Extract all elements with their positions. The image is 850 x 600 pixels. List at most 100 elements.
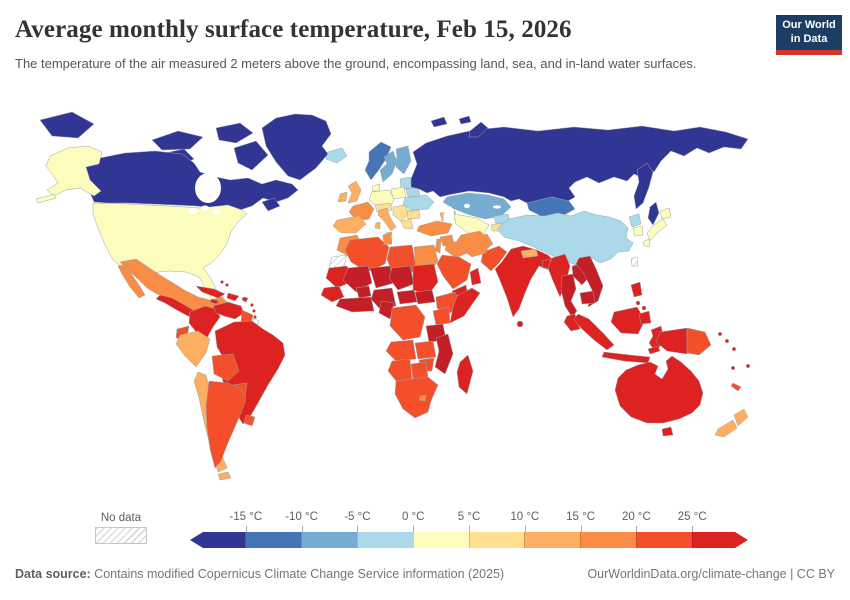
- country-ukraine[interactable]: [402, 194, 435, 211]
- legend-bin-7[interactable]: [580, 532, 636, 548]
- country-russia[interactable]: [410, 125, 749, 204]
- country-uruguay[interactable]: [243, 414, 256, 427]
- country-canada-arctic-islands[interactable]: [151, 130, 204, 151]
- country-madagascar[interactable]: [456, 354, 474, 395]
- country-borneo[interactable]: [610, 306, 646, 335]
- country-baja-california[interactable]: [117, 264, 146, 299]
- country-iberia[interactable]: [332, 215, 367, 234]
- country-new-zealand[interactable]: [714, 419, 738, 438]
- country-mongolia[interactable]: [526, 196, 576, 218]
- country-iceland[interactable]: [325, 147, 348, 164]
- country-solomon-islands[interactable]: [731, 346, 737, 352]
- country-burkina-faso[interactable]: [355, 285, 372, 299]
- country-cuba[interactable]: [195, 285, 226, 299]
- country-balkans[interactable]: [392, 204, 410, 222]
- country-senegal[interactable]: [320, 285, 345, 303]
- country-japan[interactable]: [659, 207, 672, 220]
- country-venezuela[interactable]: [212, 301, 245, 320]
- country-greenland[interactable]: [261, 113, 332, 181]
- country-france[interactable]: [348, 201, 375, 222]
- country-nepal[interactable]: [520, 248, 539, 259]
- country-lesser-antilles[interactable]: [253, 315, 257, 319]
- country-south-africa[interactable]: [394, 376, 439, 419]
- country-lesser-antilles[interactable]: [250, 303, 254, 307]
- country-philippines[interactable]: [635, 300, 641, 306]
- country-newfoundland[interactable]: [261, 197, 281, 212]
- country-canada[interactable]: [79, 150, 299, 211]
- country-iran[interactable]: [456, 230, 491, 258]
- country-zambia[interactable]: [414, 340, 437, 360]
- country-sakhalin[interactable]: [647, 201, 660, 226]
- country-lesser-antilles[interactable]: [252, 309, 256, 313]
- country-tierra-del-fuego[interactable]: [217, 471, 232, 481]
- country-norway[interactable]: [364, 141, 392, 181]
- owid-logo[interactable]: Our World in Data: [776, 15, 842, 55]
- legend-bin-6[interactable]: [524, 532, 580, 548]
- country-sweden[interactable]: [379, 150, 398, 183]
- country-sri-lanka[interactable]: [516, 320, 524, 328]
- country-vietnam[interactable]: [575, 255, 604, 308]
- country-north-korea[interactable]: [628, 213, 642, 228]
- country-timor[interactable]: [647, 345, 661, 355]
- country-cambodia[interactable]: [579, 290, 596, 305]
- country-bahamas[interactable]: [225, 283, 229, 287]
- no-data-swatch[interactable]: [95, 527, 147, 544]
- country-cameroon-gabon[interactable]: [378, 300, 395, 320]
- country-italy[interactable]: [377, 207, 397, 232]
- country-kenya[interactable]: [432, 306, 451, 326]
- country-canada-arctic-islands[interactable]: [215, 122, 254, 144]
- country-alaska[interactable]: [45, 145, 103, 197]
- country-peru[interactable]: [175, 330, 211, 368]
- country-angola[interactable]: [385, 339, 417, 362]
- country-solomon-islands[interactable]: [724, 338, 730, 344]
- country-pakistan[interactable]: [480, 245, 508, 272]
- country-finland[interactable]: [395, 145, 412, 175]
- country-new-guinea-west[interactable]: [655, 327, 688, 355]
- owid-link[interactable]: OurWorldinData.org/climate-change | CC B…: [587, 567, 835, 581]
- country-aleutian-islands[interactable]: [35, 193, 57, 204]
- country-vanuatu[interactable]: [730, 365, 736, 371]
- country-south-sudan[interactable]: [414, 289, 436, 305]
- country-java[interactable]: [601, 351, 651, 364]
- country-ireland[interactable]: [337, 191, 348, 203]
- country-tunisia[interactable]: [382, 232, 393, 246]
- country-bulgaria[interactable]: [406, 209, 421, 220]
- legend-bin-1[interactable]: [245, 532, 301, 548]
- legend-bin-5[interactable]: [469, 532, 525, 548]
- country-chad[interactable]: [388, 265, 415, 291]
- country-denmark[interactable]: [371, 183, 381, 192]
- country-solomon-islands[interactable]: [717, 331, 723, 337]
- country-jamaica[interactable]: [209, 298, 220, 305]
- colorbar[interactable]: [190, 532, 748, 548]
- country-uk[interactable]: [347, 180, 362, 204]
- country-bahamas[interactable]: [220, 280, 224, 284]
- country-gulf-of-guinea-coast[interactable]: [335, 296, 375, 313]
- country-philippines[interactable]: [630, 281, 643, 298]
- country-sumatra[interactable]: [573, 313, 615, 351]
- country-colombia[interactable]: [188, 305, 221, 339]
- country-novaya-zemlya[interactable]: [468, 121, 489, 138]
- legend-bin-4[interactable]: [413, 532, 469, 548]
- country-lesotho[interactable]: [418, 394, 427, 402]
- country-svalbard[interactable]: [430, 116, 448, 128]
- legend-bin-3[interactable]: [357, 532, 413, 548]
- country-japan[interactable]: [642, 238, 651, 248]
- country-india[interactable]: [494, 245, 557, 318]
- country-new-caledonia[interactable]: [730, 382, 742, 392]
- country-argentina[interactable]: [205, 380, 247, 469]
- legend-no-data[interactable]: No data: [95, 512, 147, 544]
- country-australia[interactable]: [614, 355, 704, 424]
- country-levant[interactable]: [434, 238, 442, 254]
- country-somalia[interactable]: [449, 287, 481, 324]
- legend-bin-8[interactable]: [636, 532, 692, 548]
- legend-bin-2[interactable]: [301, 532, 357, 548]
- country-oman[interactable]: [469, 267, 482, 286]
- country-chukotka-west[interactable]: [39, 111, 95, 139]
- country-saudi-arabia[interactable]: [436, 254, 472, 290]
- country-new-zealand[interactable]: [733, 408, 749, 427]
- country-turkey[interactable]: [416, 220, 453, 237]
- legend-bin-0[interactable]: [190, 532, 245, 548]
- country-philippines[interactable]: [641, 305, 647, 311]
- legend-bin-9[interactable]: [692, 532, 748, 548]
- country-sudan[interactable]: [412, 263, 439, 296]
